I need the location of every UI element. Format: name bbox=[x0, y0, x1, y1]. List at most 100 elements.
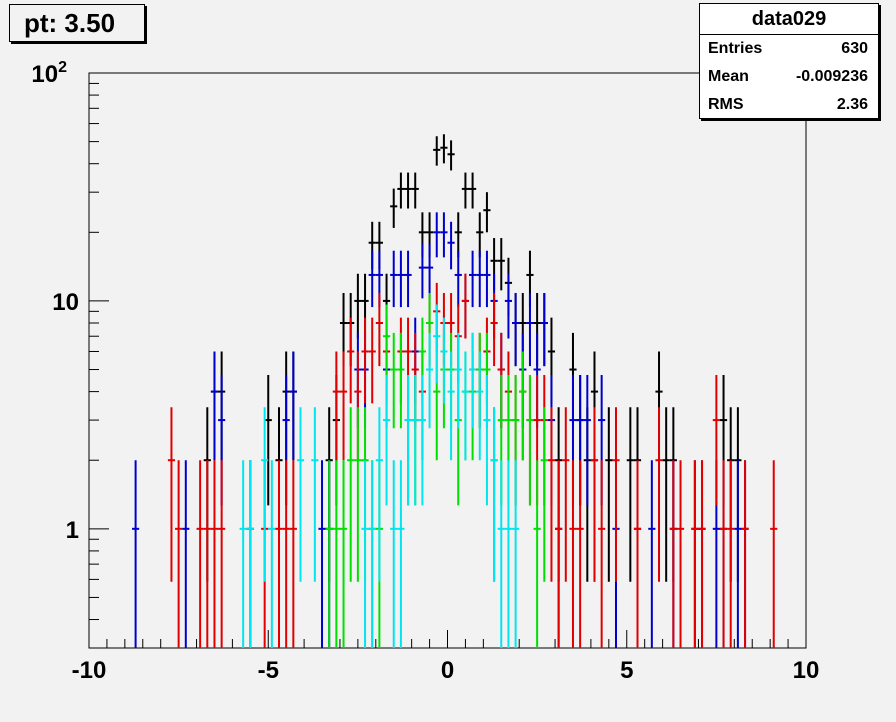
data-point-red bbox=[339, 351, 348, 461]
data-point-red bbox=[770, 460, 778, 648]
data-point-blue bbox=[210, 351, 219, 461]
data-point-red bbox=[347, 317, 355, 404]
data-point-blue bbox=[734, 460, 742, 648]
data-point-cyan bbox=[461, 351, 470, 461]
data-point-red bbox=[218, 460, 226, 648]
data-point-black bbox=[626, 407, 634, 582]
data-point-black bbox=[264, 374, 272, 506]
data-point-green bbox=[347, 407, 355, 582]
data-point-red bbox=[576, 460, 584, 648]
data-point-cyan bbox=[483, 374, 491, 506]
x-tick-label: 5 bbox=[620, 657, 633, 684]
x-tick-label: 10 bbox=[793, 657, 820, 684]
data-point-blue bbox=[447, 221, 455, 270]
series-cyan bbox=[239, 304, 520, 648]
data-point-blue bbox=[648, 460, 656, 648]
title-text: pt: 3.50 bbox=[24, 8, 116, 38]
data-point-red bbox=[175, 460, 183, 648]
stats-value: 630 bbox=[841, 40, 868, 57]
data-point-cyan bbox=[512, 460, 520, 648]
data-point-cyan bbox=[454, 332, 462, 429]
data-point-black bbox=[476, 212, 484, 258]
data-point-cyan bbox=[404, 374, 412, 506]
data-point-cyan bbox=[368, 460, 376, 648]
plot-frame bbox=[88, 72, 807, 649]
data-point-red bbox=[210, 460, 219, 648]
data-point-blue bbox=[182, 460, 190, 648]
stats-row-entries: Entries 630 bbox=[700, 35, 878, 63]
data-point-black bbox=[447, 140, 455, 171]
data-point-cyan bbox=[382, 374, 391, 506]
data-point-black bbox=[433, 136, 441, 166]
y-tick-label: 102 bbox=[31, 59, 67, 88]
stats-row-mean: Mean -0.009236 bbox=[700, 63, 878, 91]
data-point-blue bbox=[390, 250, 398, 308]
data-point-red bbox=[691, 460, 699, 648]
data-point-cyan bbox=[296, 407, 305, 582]
data-point-blue bbox=[433, 212, 441, 258]
data-point-blue bbox=[404, 250, 412, 308]
data-point-red bbox=[727, 460, 735, 648]
data-point-red bbox=[289, 460, 297, 648]
data-point-black bbox=[411, 172, 419, 209]
data-point-green bbox=[526, 374, 534, 506]
data-point-black bbox=[461, 172, 470, 209]
stats-label: RMS bbox=[708, 96, 744, 113]
data-point-red bbox=[203, 460, 211, 648]
data-point-black bbox=[397, 172, 405, 209]
data-point-cyan bbox=[476, 351, 484, 461]
data-point-cyan bbox=[411, 374, 419, 506]
data-point-cyan bbox=[504, 460, 513, 648]
data-point-cyan bbox=[375, 407, 383, 582]
data-point-blue bbox=[540, 293, 548, 367]
data-point-blue bbox=[440, 212, 448, 258]
data-point-red bbox=[167, 407, 176, 582]
data-point-red bbox=[368, 317, 376, 404]
stats-label: Mean bbox=[708, 68, 749, 85]
stats-value: 2.36 bbox=[836, 96, 868, 113]
data-point-cyan bbox=[268, 460, 276, 648]
data-point-red bbox=[719, 460, 728, 648]
stats-label: Entries bbox=[708, 40, 763, 57]
data-point-red bbox=[562, 407, 570, 582]
data-point-blue bbox=[526, 293, 534, 367]
data-point-red bbox=[712, 374, 720, 506]
data-point-cyan bbox=[497, 460, 505, 648]
data-point-green bbox=[519, 351, 527, 461]
data-point-cyan bbox=[418, 374, 426, 506]
data-point-green bbox=[325, 460, 333, 648]
data-point-red bbox=[655, 407, 663, 582]
data-point-green bbox=[397, 332, 405, 429]
data-point-blue bbox=[397, 250, 405, 308]
data-point-blue bbox=[425, 244, 434, 299]
data-point-cyan bbox=[261, 407, 269, 582]
data-point-black bbox=[497, 238, 505, 291]
data-point-red bbox=[598, 460, 606, 648]
data-point-cyan bbox=[397, 460, 405, 648]
stats-box: data029 Entries 630 Mean -0.009236 RMS 2… bbox=[699, 3, 879, 119]
x-tick-label: 0 bbox=[441, 657, 454, 684]
data-point-cyan bbox=[361, 460, 369, 648]
data-point-cyan bbox=[440, 317, 448, 404]
data-point-red bbox=[361, 317, 369, 404]
data-point-red bbox=[676, 460, 685, 648]
data-point-green bbox=[382, 304, 391, 384]
data-point-blue bbox=[418, 244, 426, 299]
x-tick-label: -10 bbox=[72, 657, 107, 684]
data-point-cyan bbox=[490, 407, 498, 582]
data-point-cyan bbox=[311, 407, 319, 582]
data-point-black bbox=[440, 134, 448, 164]
data-point-cyan bbox=[246, 460, 254, 648]
data-point-cyan bbox=[469, 332, 477, 429]
data-point-red bbox=[332, 351, 340, 461]
data-point-red bbox=[461, 273, 470, 339]
data-point-blue bbox=[469, 250, 477, 308]
data-point-cyan bbox=[447, 351, 455, 461]
data-point-cyan bbox=[390, 460, 398, 648]
data-point-blue bbox=[476, 250, 484, 308]
data-point-red bbox=[282, 460, 290, 648]
data-point-red bbox=[590, 407, 599, 582]
stats-row-rms: RMS 2.36 bbox=[700, 91, 878, 119]
data-point-cyan bbox=[433, 304, 441, 384]
data-point-blue bbox=[483, 250, 491, 308]
